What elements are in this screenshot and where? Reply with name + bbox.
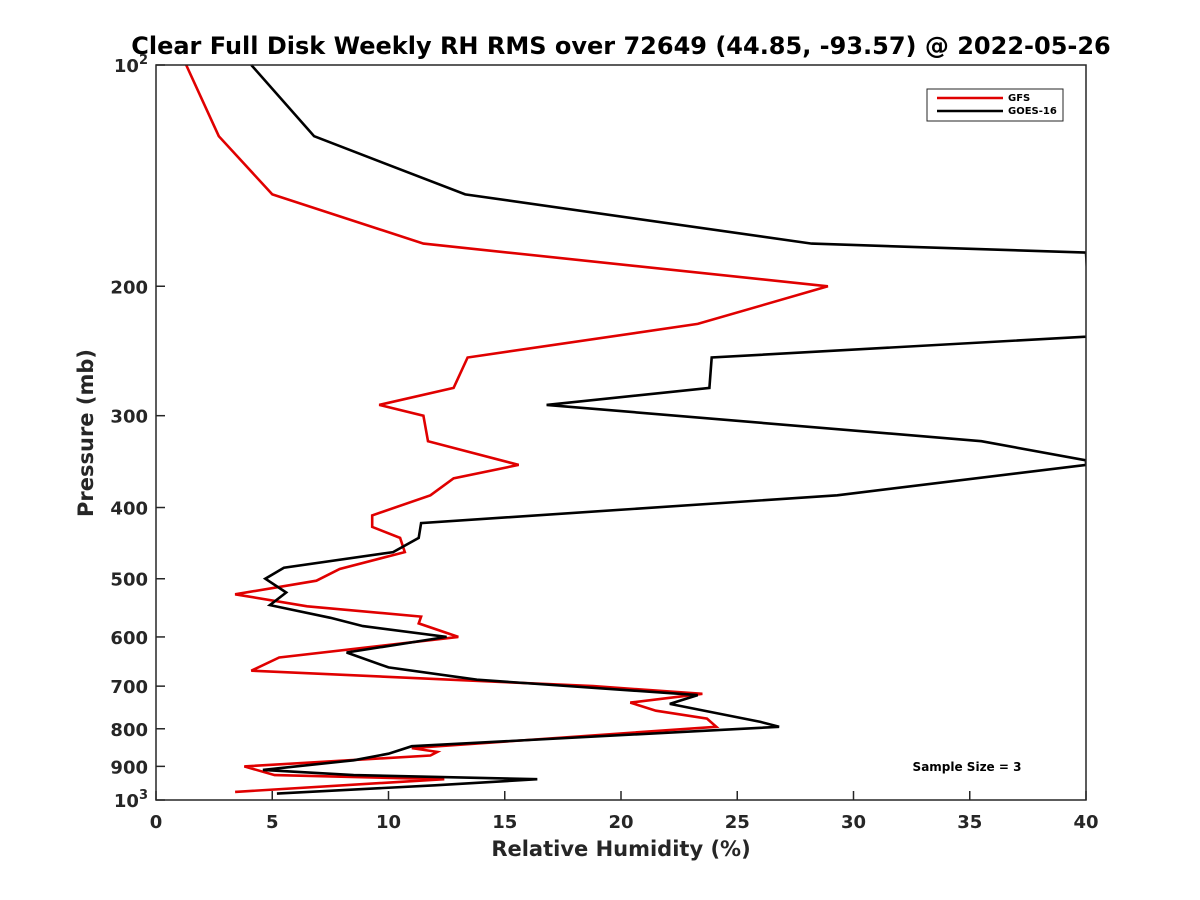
legend-box xyxy=(926,88,1064,122)
y-tick-label: 600 xyxy=(110,628,148,649)
x-axis: 0 5 10 15 20 25 30 35 40 xyxy=(150,791,1099,833)
series-group xyxy=(185,64,1086,795)
y-tick-label: 700 xyxy=(110,677,148,698)
x-tick-label: 15 xyxy=(492,812,517,833)
x-tick-label: 0 xyxy=(150,812,163,833)
legend-entry-goes-16: GOES-16 xyxy=(1008,106,1057,117)
y-tick-label: 800 xyxy=(110,720,148,741)
legend-entry-gfs: GFS xyxy=(1008,93,1030,104)
y-axis-label: Pressure (mb) xyxy=(74,349,98,517)
legend: GFS GOES-16 xyxy=(926,88,1064,122)
sample-size-annotation: Sample Size = 3 xyxy=(913,760,1022,774)
x-tick-label: 40 xyxy=(1073,812,1098,833)
x-tick-label: 35 xyxy=(957,812,982,833)
y-tick-label: 500 xyxy=(110,570,148,591)
y-tick-label: 300 xyxy=(110,407,148,428)
chart-title: Clear Full Disk Weekly RH RMS over 72649… xyxy=(131,32,1111,60)
x-tick-label: 10 xyxy=(376,812,401,833)
y-tick-label: 103 xyxy=(114,788,148,812)
x-tick-label: 5 xyxy=(266,812,279,833)
y-tick-label: 102 xyxy=(114,53,148,77)
x-tick-label: 25 xyxy=(725,812,750,833)
y-tick-label: 900 xyxy=(110,757,148,778)
y-tick-label: 200 xyxy=(110,277,148,298)
y-axis: 102 200 300 400 500 600 700 800 900 103 xyxy=(110,53,165,812)
x-tick-label: 20 xyxy=(608,812,633,833)
x-tick-label: 30 xyxy=(841,812,866,833)
x-axis-label: Relative Humidity (%) xyxy=(491,837,750,861)
series-line-goes-16 xyxy=(250,64,1086,795)
y-tick-label: 400 xyxy=(110,499,148,520)
